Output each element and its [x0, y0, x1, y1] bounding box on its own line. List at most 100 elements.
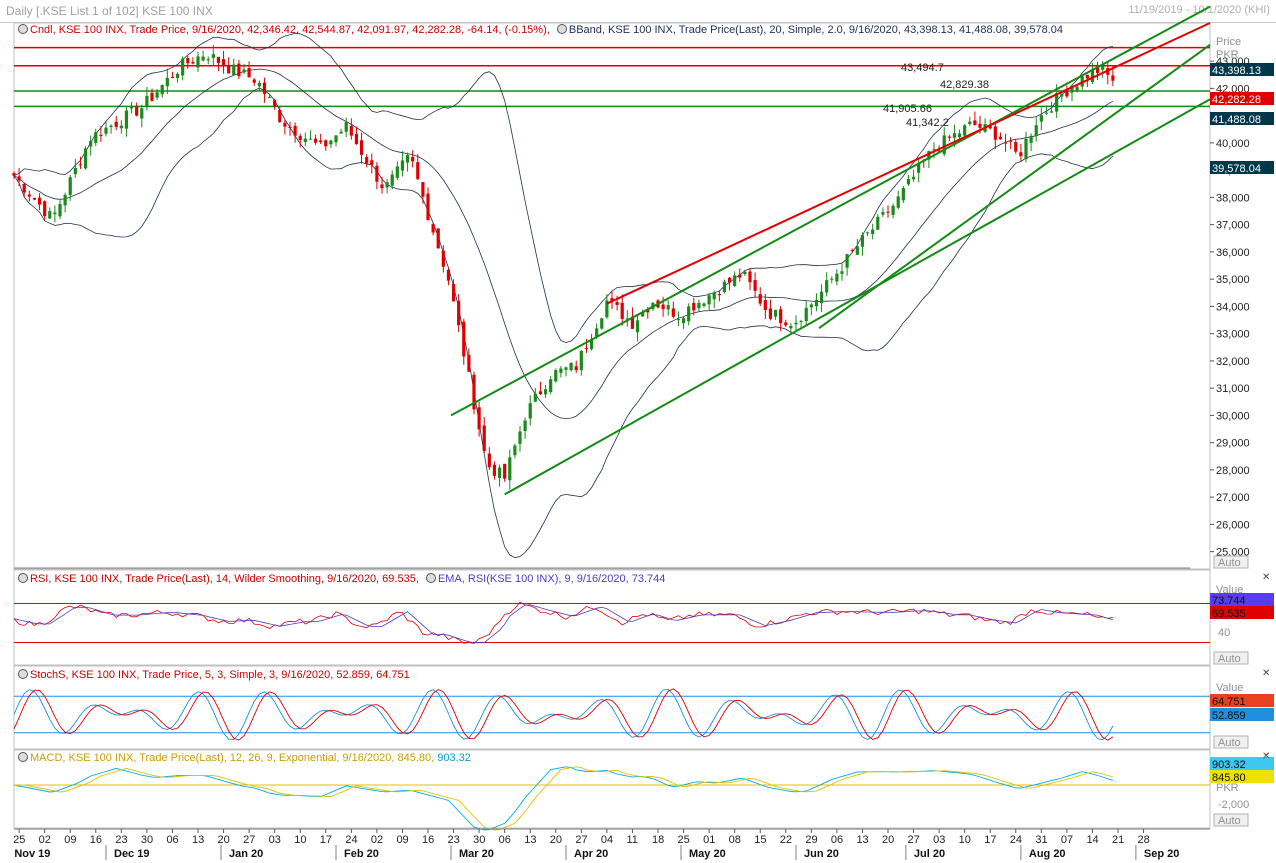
candle — [89, 135, 93, 156]
candle-body — [896, 196, 900, 208]
candle-body — [876, 216, 880, 230]
candle — [840, 262, 844, 281]
rsi-close-icon[interactable]: ✕ — [1262, 572, 1270, 583]
candle — [753, 272, 757, 298]
candle-body — [998, 136, 1003, 140]
candle-body — [344, 121, 348, 132]
candle-body — [99, 134, 103, 137]
candle — [784, 319, 788, 327]
day-tick-label: 10 — [959, 834, 971, 846]
day-tick-label: 03 — [269, 834, 281, 846]
month-label: Mar 20 — [459, 848, 494, 860]
stoch-auto-button[interactable] — [1213, 735, 1249, 749]
candle — [262, 77, 267, 103]
candle — [288, 122, 292, 136]
candle-body — [978, 123, 982, 128]
candle-body — [390, 174, 394, 186]
candle — [426, 187, 430, 221]
rsi-auto-button[interactable] — [1213, 651, 1249, 665]
stoch-close-icon[interactable]: ✕ — [1262, 668, 1270, 679]
macd-tag — [1210, 757, 1274, 770]
macd-signal-tag-text: 845.80 — [1212, 772, 1246, 784]
candle-body — [385, 182, 389, 188]
candle-body — [400, 160, 405, 171]
candle-body — [600, 318, 604, 329]
candle — [543, 384, 548, 398]
candle — [319, 133, 323, 145]
candle-body — [165, 77, 169, 87]
candle — [722, 279, 727, 294]
candle — [733, 271, 737, 288]
day-tick-label: 10 — [294, 834, 306, 846]
legend-settings-icon[interactable] — [18, 752, 28, 762]
candle — [513, 443, 517, 459]
macd-legend[interactable]: MACD, KSE 100 INX, Trade Price(Last), 12… — [18, 752, 471, 764]
candle-body — [733, 275, 737, 287]
candle-body — [1070, 87, 1074, 93]
stoch-legend[interactable]: StochS, KSE 100 INX, Trade Price, 5, 3, … — [18, 669, 410, 681]
candle-body — [646, 309, 650, 313]
macd-auto-button[interactable] — [1213, 813, 1249, 827]
candle — [283, 119, 287, 135]
candle-body — [911, 176, 916, 180]
month-label: Nov 19 — [14, 848, 50, 860]
candle-body — [1019, 152, 1023, 157]
candle — [825, 272, 829, 297]
candle — [451, 279, 456, 302]
candle — [48, 207, 52, 219]
day-tick-label: 24 — [345, 834, 357, 846]
month-label: Sep 20 — [1144, 848, 1179, 860]
day-tick-label: 06 — [499, 834, 511, 846]
candle — [768, 299, 773, 321]
legend-settings-icon[interactable] — [18, 573, 28, 583]
bband-legend-text: BBand, KSE 100 INX, Trade Price(Last), 2… — [568, 24, 1063, 36]
trendline-4 — [818, 43, 1211, 330]
legend-settings-icon[interactable] — [425, 573, 436, 583]
candle — [687, 303, 691, 326]
candle-body — [63, 194, 67, 206]
candle — [625, 310, 629, 327]
candle-body — [1060, 93, 1064, 97]
candle — [390, 170, 394, 190]
candle-body — [201, 56, 205, 61]
legend-settings-icon[interactable] — [556, 24, 567, 34]
candle-body — [620, 302, 624, 319]
candle-body — [615, 301, 619, 305]
candle-body — [140, 108, 144, 119]
level-label-3: 41,905.66 — [883, 103, 932, 115]
candle — [814, 293, 819, 312]
candle-legend[interactable]: Cndl, KSE 100 INX, Trade Price, 9/16/202… — [18, 24, 1063, 36]
candle-body — [1003, 142, 1008, 144]
candle-body — [89, 141, 93, 147]
candle-body — [794, 322, 798, 325]
candle — [165, 68, 169, 95]
price-tick-label: 26,000 — [1216, 519, 1250, 531]
legend-settings-icon[interactable] — [18, 24, 28, 34]
candle-body — [743, 271, 747, 275]
price-auto-button[interactable] — [1213, 555, 1249, 569]
macd-signal-tag — [1210, 770, 1274, 783]
candle-body — [635, 320, 640, 333]
candle-body — [748, 271, 752, 283]
candle-body — [109, 125, 113, 127]
candle-body — [917, 163, 921, 173]
candle — [431, 222, 435, 236]
candle — [497, 464, 502, 487]
lower-band-tag-text: 39,578.04 — [1212, 163, 1261, 175]
legend-settings-icon[interactable] — [18, 669, 28, 679]
price-tick-label: 34,000 — [1216, 301, 1250, 313]
candle-body — [492, 464, 497, 476]
candle-body — [237, 63, 241, 77]
rsi-legend[interactable]: RSI, KSE 100 INX, Trade Price(Last), 14,… — [18, 573, 665, 585]
month-label: Aug 20 — [1029, 848, 1066, 860]
candle-body — [375, 165, 379, 182]
candle-body — [661, 304, 665, 310]
candle — [58, 198, 62, 220]
candle — [421, 182, 425, 204]
candle — [968, 116, 972, 126]
macd-close-icon[interactable]: ✕ — [1262, 751, 1270, 762]
candle-body — [191, 61, 195, 64]
candle — [344, 117, 348, 138]
candle-body — [584, 348, 589, 350]
